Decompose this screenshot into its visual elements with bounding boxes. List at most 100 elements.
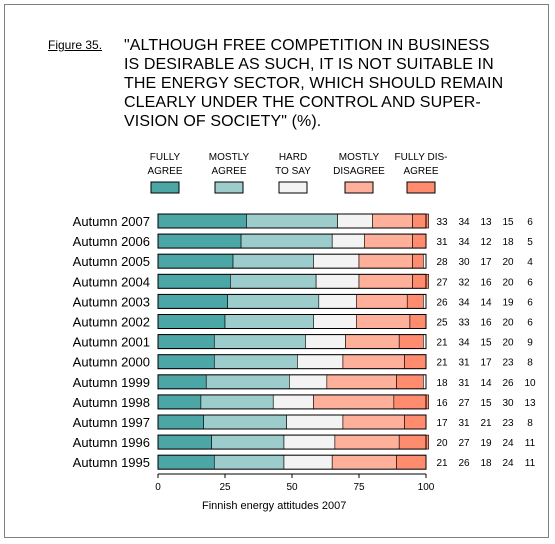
bar-outline [157,314,427,329]
data-label: 15 [480,398,492,409]
bar-segment [157,314,226,329]
bar-segment [372,213,413,229]
data-label: 34 [458,237,470,248]
data-label: 11 [525,458,536,469]
bar-segment [331,454,397,470]
data-label: 24 [502,438,514,449]
bar-segment [337,213,373,229]
data-label: 6 [527,277,533,288]
data-label: 16 [480,318,492,329]
data-label: 27 [436,277,448,288]
data-label: 17 [480,257,492,268]
bar-segment [412,253,424,269]
data-label: 17 [436,418,448,429]
bar-segment [232,253,314,269]
bar-segment [200,394,274,410]
data-label: 21 [436,358,448,369]
data-label: 33 [436,217,448,228]
bar-segment [157,454,215,470]
title-line: CLEARLY UNDER THE CONTROL AND SUPER- [124,94,481,111]
bar-segment [313,253,360,269]
data-label: 8 [527,358,533,369]
bar-segment [356,294,408,309]
bar-segment [157,414,204,430]
data-label: 9 [527,338,533,349]
bar-segment [404,414,427,430]
bar-segment [157,434,212,450]
bar-outline [157,213,427,229]
data-label: 26 [436,297,448,308]
data-label: 17 [480,358,492,369]
legend-swatch [278,181,308,194]
legend-swatch [214,181,244,194]
data-label: 31 [458,378,470,389]
data-label: 6 [527,297,533,308]
data-label: 28 [436,257,448,268]
bar-outline [157,293,427,309]
data-label: 20 [502,277,514,288]
x-tick-label: 0 [155,482,161,493]
x-tick-label: 50 [286,482,298,493]
x-tick-label: 75 [353,482,365,493]
bar-segment [342,414,405,430]
data-label: 33 [458,318,470,329]
data-label: 31 [458,418,470,429]
bar-segment [331,233,365,249]
data-label: 15 [502,217,514,228]
bar-segment [157,394,202,410]
bar-segment [398,334,424,349]
bar-segment [227,294,320,309]
x-tick-label: 25 [219,482,231,493]
data-label: 20 [502,318,514,329]
data-label: 20 [502,338,514,349]
bar-outline [157,273,427,289]
bar-segment [283,434,336,450]
category-label: Autumn 1997 [73,415,150,430]
data-label: 21 [436,458,448,469]
bar-segment [305,334,346,349]
bar-segment [313,394,395,410]
category-label: Autumn 1999 [73,375,150,390]
title-line: IS DESIRABLE AS SUCH, IT IS NOT SUITABLE… [124,56,494,73]
data-label: 24 [502,458,514,469]
data-label: 20 [436,438,448,449]
data-label: 14 [480,378,492,389]
bar-segment [240,233,333,249]
data-label: 19 [502,297,514,308]
data-label: 21 [480,418,492,429]
bar-segment [342,354,405,370]
bar-segment [224,314,314,329]
category-label: Autumn 2006 [73,234,150,249]
title-line: "ALTHOUGH FREE COMPETITION IN BUSINESS [124,37,490,54]
legend-swatch [150,181,180,194]
bar-segment [334,434,400,450]
data-label: 34 [458,297,470,308]
bar-segment [318,294,357,309]
bar-segment [211,434,285,450]
legend-label: FULLY DIS- [395,152,448,163]
data-label: 14 [480,297,492,308]
data-label: 20 [502,257,514,268]
bar-segment [157,213,247,229]
bar-outline [157,414,427,430]
data-label: 23 [502,358,514,369]
bar-segment [157,334,215,349]
bar-segment [272,394,314,410]
data-label: 13 [524,398,536,409]
bar-segment [157,233,242,249]
legend-label: MOSTLY [339,152,380,163]
data-label: 8 [527,418,533,429]
data-label: 31 [458,358,470,369]
bar-segment [358,253,413,269]
data-label: 25 [436,318,448,329]
figure-frame [4,4,549,538]
bar-outline [157,354,427,370]
bar-outline [157,454,427,470]
legend-label: MOSTLY [209,152,250,163]
data-label: 30 [458,257,470,268]
bar-outline [157,394,427,410]
data-label: 18 [502,237,514,248]
bar-segment [286,414,344,430]
bar-segment [203,414,287,430]
